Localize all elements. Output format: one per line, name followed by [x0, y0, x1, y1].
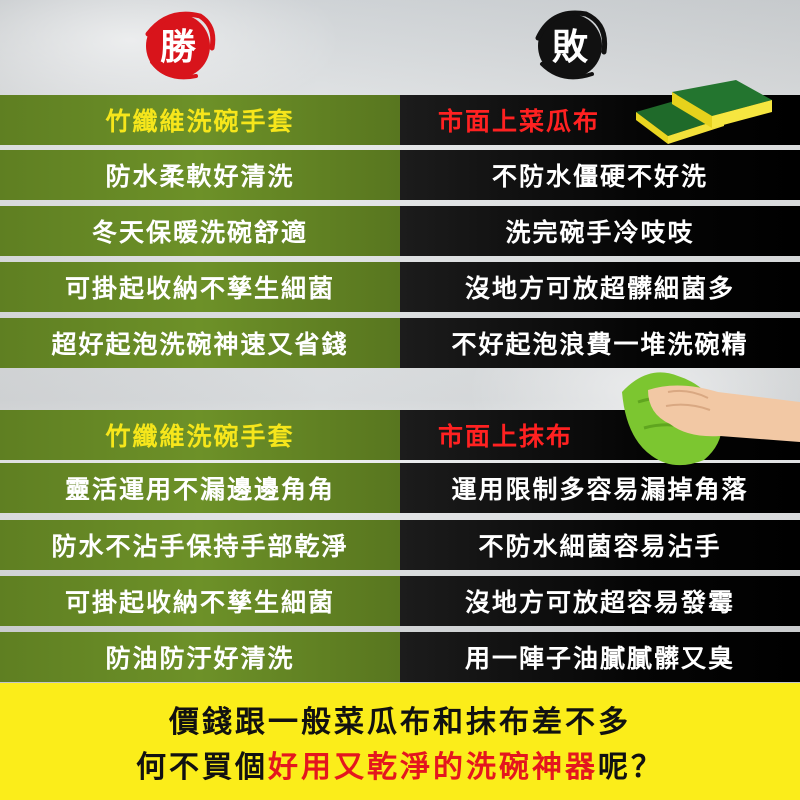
bottom-line-2-highlight: 好用又乾淨的洗碗神器	[268, 750, 598, 785]
lose-badge-label: 敗	[530, 18, 610, 70]
section1-row-right: 沒地方可放超髒細菌多	[400, 262, 800, 312]
section1-row: 冬天保暖洗碗舒適 洗完碗手冷吱吱	[0, 206, 800, 256]
section1-row-left: 超好起泡洗碗神速又省錢	[0, 318, 400, 368]
section2-row: 防油防汙好清洗 用一陣子油膩膩髒又臭	[0, 632, 800, 682]
section2-row-left: 靈活運用不漏邊邊角角	[0, 463, 400, 513]
bottom-line-2-prefix: 何不買個	[136, 750, 268, 785]
sponge-image	[632, 78, 782, 148]
section2-row-left: 防油防汙好清洗	[0, 632, 400, 682]
section1-row-left: 冬天保暖洗碗舒適	[0, 206, 400, 256]
hand-cloth-image	[608, 362, 800, 472]
section1-row-left: 可掛起收納不孳生細菌	[0, 262, 400, 312]
section1-row: 可掛起收納不孳生細菌 沒地方可放超髒細菌多	[0, 262, 800, 312]
section2-row-right: 不防水細菌容易沾手	[400, 520, 800, 570]
section2-row-right: 用一陣子油膩膩髒又臭	[400, 632, 800, 682]
win-badge: 勝	[138, 4, 218, 84]
bottom-line-2: 何不買個好用又乾淨的洗碗神器呢？	[0, 742, 800, 786]
section1-row-left: 防水柔軟好清洗	[0, 150, 400, 200]
section2-row: 可掛起收納不孳生細菌 沒地方可放超容易發霉	[0, 576, 800, 626]
section2-row: 防水不沾手保持手部乾淨 不防水細菌容易沾手	[0, 520, 800, 570]
section1-row-right: 不好起泡浪費一堆洗碗精	[400, 318, 800, 368]
bottom-line-2-suffix: 呢？	[598, 750, 664, 785]
bottom-line-1: 價錢跟一般菜瓜布和抹布差不多	[0, 697, 800, 741]
win-badge-label: 勝	[138, 18, 218, 70]
section2-row-left: 可掛起收納不孳生細菌	[0, 576, 400, 626]
section1-row-right: 洗完碗手冷吱吱	[400, 206, 800, 256]
section2-row-left: 防水不沾手保持手部乾淨	[0, 520, 400, 570]
section1-row-right: 不防水僵硬不好洗	[400, 150, 800, 200]
section2-row-right: 沒地方可放超容易發霉	[400, 576, 800, 626]
section2-header-left: 竹纖維洗碗手套	[0, 410, 400, 460]
section1-row: 超好起泡洗碗神速又省錢 不好起泡浪費一堆洗碗精	[0, 318, 800, 368]
section1-row: 防水柔軟好清洗 不防水僵硬不好洗	[0, 150, 800, 200]
lose-badge: 敗	[530, 4, 610, 84]
section1-header-left: 竹纖維洗碗手套	[0, 95, 400, 145]
